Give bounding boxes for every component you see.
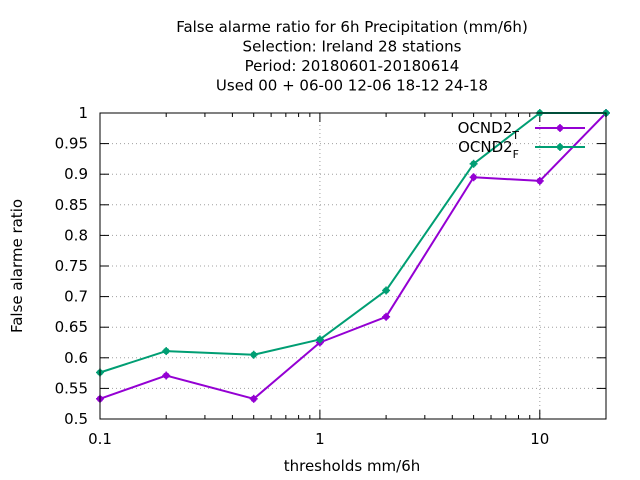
grid [100,113,606,419]
data-point [162,347,171,356]
x-axis-label: thresholds mm/6h [284,457,421,475]
data-point [315,335,324,344]
data-point [469,173,478,182]
legend-label: OCND2T [458,119,520,142]
y-tick-label: 0.85 [55,196,88,214]
title-line: Period: 20180601-20180614 [245,57,460,75]
y-tick-label: 0.6 [64,349,88,367]
data-point [382,286,391,295]
series-line [99,112,606,374]
y-tick-label: 0.8 [64,226,88,244]
y-tick-label: 0.7 [64,288,88,306]
legend-item: OCND2T [458,119,585,142]
series-line [99,112,607,400]
legend-item: OCND2F [458,138,585,161]
y-axis-label: False alarme ratio [8,199,26,333]
legend-label: OCND2F [458,138,519,161]
data-point [162,371,171,380]
x-tick-label: 0.1 [88,430,112,448]
y-tick-label: 0.65 [55,318,88,336]
plot-frame [99,112,607,420]
series-group [96,109,610,403]
axis-ticks: 0.1 1 10 0.5 0.55 0.6 0.65 0.7 0.75 0.8 0.85 0.9 0.9… [55,104,607,448]
title-line: Selection: Ireland 28 stations [243,38,462,56]
x-tick-label: 1 [315,430,325,448]
y-tick-label: 0.95 [55,135,88,153]
series-ocnd2-f [96,109,610,377]
y-tick-label: 0.55 [55,379,88,397]
data-point [535,176,544,185]
chart-title: False alarme ratio for 6h Precipitation … [176,18,528,95]
data-point [382,312,391,321]
y-tick-label: 0.5 [64,410,88,428]
title-line: Used 00 + 06-00 12-06 18-12 24-18 [216,77,488,95]
series-ocnd2-t [96,109,610,403]
x-tick-label: 10 [530,430,549,448]
data-point [469,159,478,168]
legend-marker [556,124,564,132]
y-tick-label: 0.9 [64,165,88,183]
title-line: False alarme ratio for 6h Precipitation … [176,18,528,36]
y-tick-label: 0.75 [55,257,88,275]
axis-labels: thresholds mm/6h False alarme ratio [8,199,420,475]
y-tick-label: 1 [78,104,88,122]
legend-marker [556,143,564,151]
data-point [249,394,258,403]
data-point [249,350,258,359]
